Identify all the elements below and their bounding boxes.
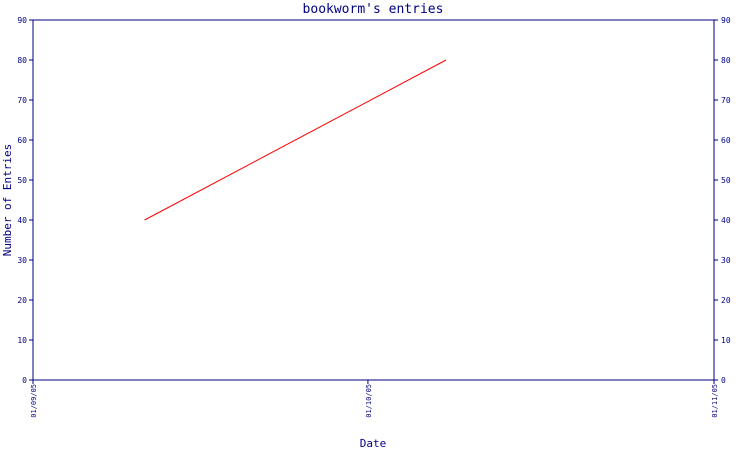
x-tick-label: 01/11/05 [711,384,719,418]
y-tick-label-left: 80 [17,56,27,65]
y-tick-label-left: 0 [22,376,27,385]
y-axis-label: Number of Entries [1,144,14,257]
y-tick-label-left: 50 [17,176,27,185]
y-tick-label-left: 30 [17,256,27,265]
y-tick-label-right: 70 [721,96,731,105]
y-tick-label-left: 90 [17,16,27,25]
plot-area: 0 0 10 10 20 20 30 30 40 40 50 50 60 60 70 70 80 80 90 90 01… [17,16,730,418]
series-line [144,59,447,221]
y-tick-label-left: 60 [17,136,27,145]
x-tick-label: 01/09/05 [30,384,38,418]
y-tick-label-right: 40 [721,216,731,225]
y-tick-label-right: 10 [721,336,731,345]
y-tick-label-right: 0 [721,376,726,385]
y-tick-label-right: 50 [721,176,731,185]
x-tick-label: 01/10/05 [365,384,373,418]
y-tick-label-left: 20 [17,296,27,305]
y-tick-label-right: 30 [721,256,731,265]
y-tick-label-left: 10 [17,336,27,345]
x-axis-label: Date [360,437,387,450]
y-tick-label-right: 80 [721,56,731,65]
y-tick-label-left: 40 [17,216,27,225]
y-tick-label-right: 60 [721,136,731,145]
plot-frame [32,19,715,381]
y-tick-label-right: 90 [721,16,731,25]
y-tick-label-right: 20 [721,296,731,305]
chart-title: bookworm's entries [303,2,444,17]
y-tick-label-left: 70 [17,96,27,105]
